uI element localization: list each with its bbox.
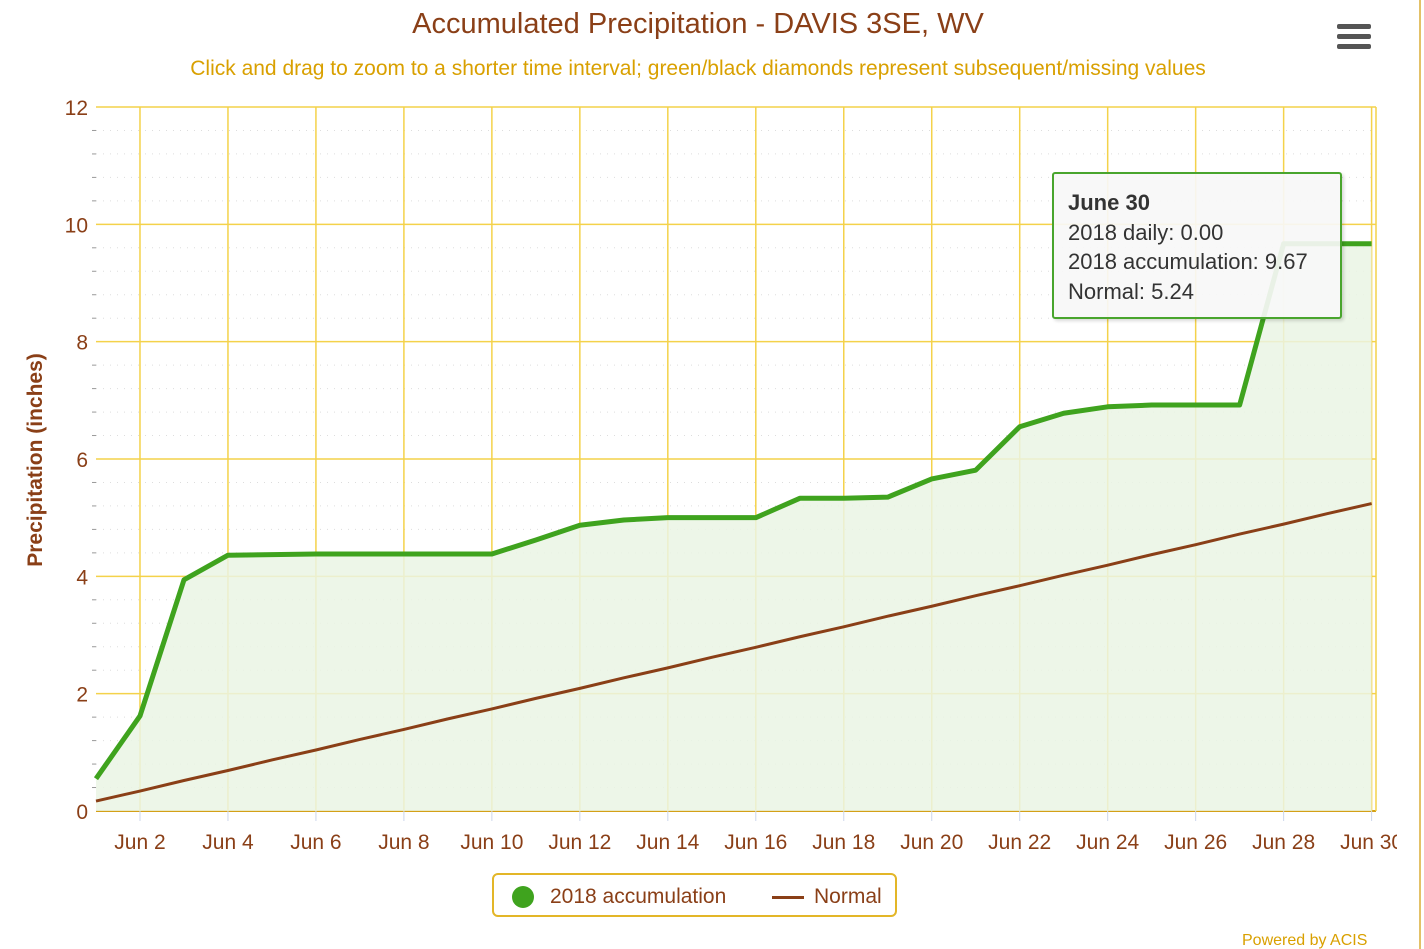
x-tick-label: Jun 30 (1340, 831, 1397, 854)
y-tick-label: 4 (76, 566, 88, 589)
x-tick-label: Jun 4 (202, 831, 254, 854)
y-tick-label: 2 (76, 684, 88, 707)
legend: 2018 accumulation Normal (492, 873, 897, 917)
x-tick-label: Jun 14 (636, 831, 699, 854)
credit-link[interactable]: Powered by ACIS (1242, 932, 1368, 949)
x-tick-label: Jun 20 (900, 831, 963, 854)
x-tick-label: Jun 22 (988, 831, 1051, 854)
x-tick-label: Jun 24 (1076, 831, 1139, 854)
x-tick-label: Jun 12 (548, 831, 611, 854)
page-edge (1419, 0, 1421, 949)
y-axis-label: Precipitation (inches) (24, 353, 47, 567)
accumulation-line (93, 241, 1372, 781)
tooltip-normal: Normal: 5.24 (1068, 278, 1194, 304)
y-tick-label: 10 (65, 214, 88, 237)
brown-line-icon (772, 895, 804, 899)
x-tick-label: Jun 18 (812, 831, 875, 854)
tooltip-accumulation: 2018 accumulation: 9.67 (1068, 249, 1308, 274)
legend-label: Normal (814, 885, 882, 908)
tooltip: June 30 2018 daily: 0.00 2018 accumulati… (1052, 172, 1342, 319)
tooltip-daily: 2018 daily: 0.00 (1068, 219, 1224, 245)
x-tick-label: Jun 6 (290, 831, 341, 854)
legend-item-normal[interactable]: Normal (772, 885, 882, 909)
normal-line (95, 502, 1372, 803)
legend-item-accumulation[interactable]: 2018 accumulation (512, 885, 726, 909)
x-tick-label: Jun 16 (724, 831, 787, 854)
accumulation-area (96, 243, 1372, 811)
hamburger-menu-icon[interactable] (1337, 24, 1371, 52)
x-tick-label: Jun 26 (1164, 831, 1227, 854)
tooltip-date: June 30 (1068, 190, 1150, 215)
legend-label: 2018 accumulation (550, 885, 727, 908)
y-tick-label: 12 (65, 97, 88, 120)
chart-subtitle: Click and drag to zoom to a shorter time… (190, 57, 1206, 80)
x-tick-label: Jun 2 (114, 831, 165, 854)
y-tick-label: 0 (76, 801, 88, 824)
x-tick-label: Jun 28 (1252, 831, 1315, 854)
y-tick-label: 6 (76, 449, 88, 472)
x-tick-label: Jun 8 (378, 831, 429, 854)
x-tick-label: Jun 10 (460, 831, 523, 854)
y-tick-label: 8 (76, 332, 88, 355)
chart-title: Accumulated Precipitation - DAVIS 3SE, W… (412, 8, 984, 40)
green-dot-icon (512, 886, 534, 908)
